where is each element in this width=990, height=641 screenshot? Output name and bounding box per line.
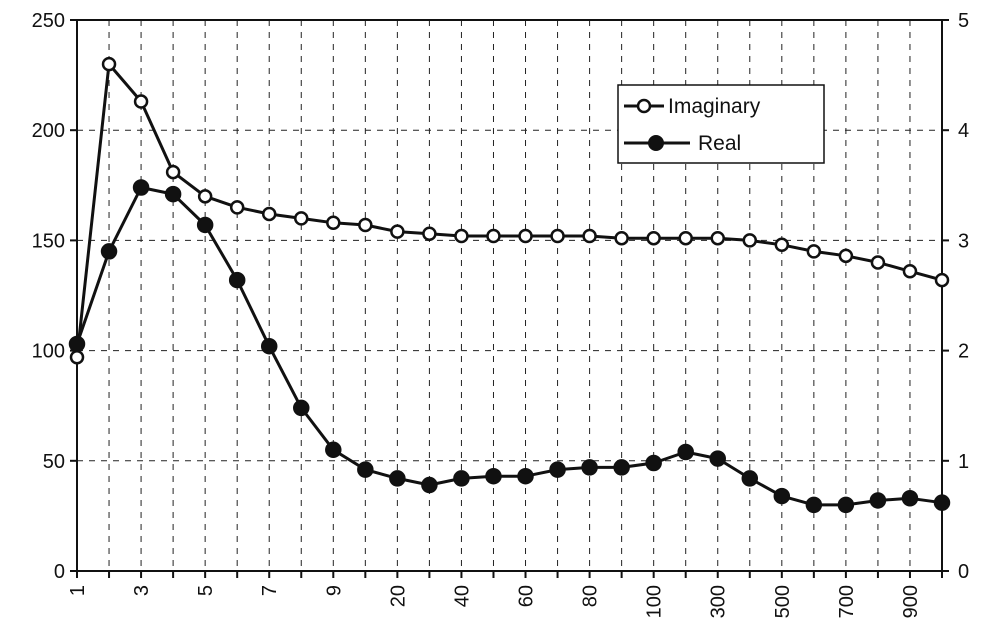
data-point-real <box>805 496 823 514</box>
y2-tick-label: 0 <box>958 561 969 583</box>
plot-area-frame <box>76 19 943 572</box>
x-tick-label: 1 <box>67 585 89 596</box>
data-point-imaginary <box>133 94 149 109</box>
data-point-real <box>421 476 438 494</box>
x-tick-label: 7 <box>259 585 281 596</box>
data-point-real <box>453 470 470 487</box>
data-point-imaginary <box>646 230 661 246</box>
data-point-imaginary <box>934 272 950 288</box>
data-point-imaginary <box>550 228 565 244</box>
legend-real-label: Real <box>698 132 741 155</box>
data-point-real <box>228 271 246 289</box>
series-line-imaginary <box>75 62 943 358</box>
data-point-imaginary <box>710 230 725 246</box>
data-point-real <box>517 467 534 485</box>
legend-real-marker <box>648 135 664 151</box>
data-point-imaginary <box>197 189 213 204</box>
data-point-real <box>100 243 118 260</box>
y-tick-label: 250 <box>32 10 65 32</box>
data-point-real <box>677 443 694 461</box>
data-point-imaginary <box>742 233 758 248</box>
legend-imaginary-label: Imaginary <box>668 95 761 118</box>
data-point-imaginary <box>806 244 822 259</box>
data-point-imaginary <box>838 248 854 264</box>
y-tick-label: 150 <box>32 230 65 252</box>
data-point-imaginary <box>261 206 277 222</box>
legend-imaginary-marker <box>636 98 652 114</box>
data-point-real <box>709 450 726 467</box>
data-point-real <box>773 487 791 505</box>
data-point-imaginary <box>422 226 437 242</box>
data-point-real <box>357 461 374 478</box>
data-point-imaginary <box>614 230 629 246</box>
y2-tick-label: 1 <box>958 451 969 473</box>
data-point-real <box>901 490 919 507</box>
series-line-real <box>75 186 943 507</box>
data-point-imaginary <box>774 237 790 253</box>
series-layer <box>68 56 951 514</box>
legend: Imaginary Real <box>617 84 825 164</box>
data-point-imaginary <box>101 56 117 72</box>
y2-tick-label: 2 <box>958 341 969 363</box>
data-point-real <box>132 179 150 196</box>
data-point-real <box>293 399 310 417</box>
x-tick-label: 40 <box>451 585 473 607</box>
data-point-real <box>325 441 342 459</box>
data-point-real <box>837 496 855 514</box>
x-tick-label: 60 <box>516 585 538 607</box>
data-point-real <box>196 216 214 234</box>
x-tick-label: 300 <box>708 585 730 618</box>
y2-tick-label: 4 <box>958 120 969 142</box>
data-point-real <box>68 335 86 353</box>
data-point-imaginary <box>326 215 341 231</box>
data-point-imaginary <box>486 228 501 244</box>
data-point-real <box>869 492 887 509</box>
data-point-real <box>741 470 759 487</box>
x-tick-label: 100 <box>644 585 666 618</box>
data-point-imaginary <box>870 255 886 270</box>
data-point-real <box>485 467 502 485</box>
x-tick-label: 5 <box>195 585 217 596</box>
y-tick-label: 0 <box>54 561 65 583</box>
data-point-imaginary <box>518 228 533 244</box>
x-tick-label: 700 <box>836 585 858 618</box>
x-tick-label: 500 <box>772 585 794 618</box>
data-point-real <box>260 337 278 355</box>
data-point-real <box>164 185 182 203</box>
data-point-real <box>645 454 662 472</box>
data-point-real <box>613 459 630 476</box>
x-tick-label: 3 <box>131 585 153 596</box>
data-point-real <box>549 461 566 478</box>
data-point-imaginary <box>902 264 918 279</box>
data-point-imaginary <box>69 349 85 365</box>
data-point-imaginary <box>582 228 597 244</box>
y2-tick-label: 5 <box>958 10 969 32</box>
data-point-real <box>933 494 951 511</box>
y2-tick-label: 3 <box>958 230 969 252</box>
data-point-imaginary <box>678 230 693 246</box>
x-tick-label: 80 <box>580 585 602 607</box>
x-tick-label: 20 <box>387 585 409 607</box>
y-tick-label: 100 <box>32 341 65 363</box>
y-tick-label: 200 <box>32 120 65 142</box>
data-point-real <box>581 459 598 476</box>
x-tick-label: 9 <box>323 585 345 596</box>
y-tick-label: 50 <box>43 451 65 473</box>
data-point-imaginary <box>390 224 405 239</box>
data-point-real <box>389 470 406 487</box>
x-tick-label: 900 <box>900 585 922 618</box>
data-point-imaginary <box>358 217 373 233</box>
data-point-imaginary <box>294 211 309 226</box>
data-point-imaginary <box>454 228 469 244</box>
data-point-imaginary <box>229 200 245 215</box>
data-point-imaginary <box>165 164 181 180</box>
